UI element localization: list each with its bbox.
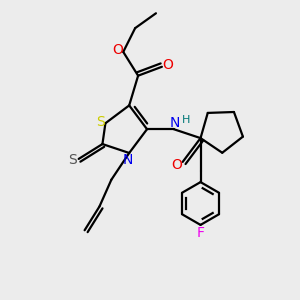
Text: H: H bbox=[182, 115, 190, 125]
Text: O: O bbox=[162, 58, 173, 72]
Text: N: N bbox=[122, 152, 133, 167]
Text: O: O bbox=[112, 43, 123, 56]
Text: S: S bbox=[68, 153, 76, 167]
Text: S: S bbox=[96, 115, 104, 129]
Text: F: F bbox=[196, 226, 205, 240]
Text: N: N bbox=[170, 116, 181, 130]
Text: O: O bbox=[171, 158, 182, 172]
